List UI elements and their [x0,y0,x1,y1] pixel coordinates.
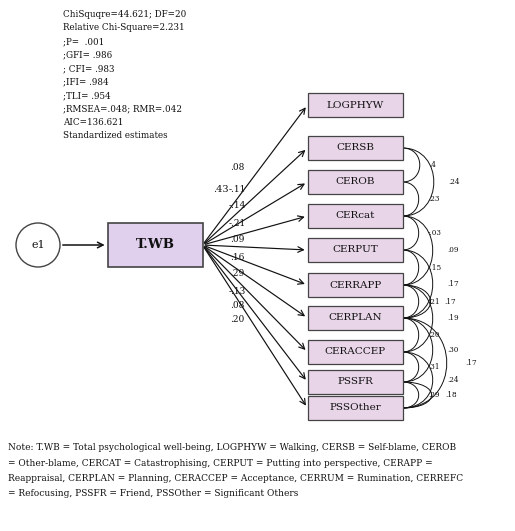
Text: .43: .43 [213,185,228,194]
Text: -.11: -.11 [228,184,246,193]
Text: ;GFI= .986: ;GFI= .986 [63,50,112,59]
Text: .16: .16 [230,253,244,262]
Text: ChiSquqre=44.621; DF=20: ChiSquqre=44.621; DF=20 [63,10,186,19]
Text: .08: .08 [230,163,244,172]
FancyBboxPatch shape [307,370,403,394]
Text: -.13: -.13 [228,287,246,295]
Text: CERPUT: CERPUT [332,245,378,254]
Text: -.03: -.03 [428,229,442,237]
Text: -.14: -.14 [228,201,246,210]
Text: CEROB: CEROB [335,177,375,186]
Text: -.15: -.15 [428,263,442,271]
Text: .30: .30 [447,346,458,354]
Text: CERPLAN: CERPLAN [328,313,382,322]
Text: .24: .24 [448,178,460,186]
FancyBboxPatch shape [307,306,403,330]
FancyBboxPatch shape [307,136,403,160]
Text: .09: .09 [230,236,244,244]
Text: ; CFI= .983: ; CFI= .983 [63,64,114,73]
FancyBboxPatch shape [307,340,403,364]
Text: CERSB: CERSB [336,143,374,152]
Text: PSSFR: PSSFR [337,378,373,387]
Text: ;RMSEA=.048; RMR=.042: ;RMSEA=.048; RMR=.042 [63,105,182,114]
FancyBboxPatch shape [307,93,403,117]
Text: -.21: -.21 [228,218,246,227]
Text: .09: .09 [447,246,458,254]
Text: .29: .29 [230,270,244,278]
Text: .20: .20 [428,331,440,339]
Text: .31: .31 [428,363,440,371]
FancyBboxPatch shape [108,223,202,267]
Text: .4: .4 [430,161,436,169]
Text: T.WB: T.WB [135,238,175,252]
Text: .23: .23 [428,195,439,203]
Text: ;TLI= .954: ;TLI= .954 [63,91,111,100]
Text: ;IFI= .984: ;IFI= .984 [63,78,109,87]
Text: CERACCEP: CERACCEP [324,347,386,356]
FancyBboxPatch shape [307,204,403,228]
Text: .24: .24 [447,376,458,384]
Text: .17: .17 [466,359,477,367]
Text: ;P=  .001: ;P= .001 [63,37,104,46]
Text: = Other-blame, CERCAT = Catastrophising, CERPUT = Putting into perspective, CERA: = Other-blame, CERCAT = Catastrophising,… [8,458,433,467]
Text: Standardized estimates: Standardized estimates [63,132,167,141]
Text: LOGPHYW: LOGPHYW [327,100,384,109]
Text: .29: .29 [428,391,440,399]
FancyBboxPatch shape [307,170,403,194]
Text: .20: .20 [230,314,244,323]
Text: CERRAPP: CERRAPP [329,280,381,289]
Text: .21: .21 [428,297,440,305]
FancyBboxPatch shape [307,238,403,262]
Text: CERcat: CERcat [335,211,375,220]
FancyBboxPatch shape [307,273,403,297]
Text: PSSOther: PSSOther [329,404,381,413]
Text: .17: .17 [444,297,456,305]
Text: .19: .19 [447,314,458,322]
Text: Reappraisal, CERPLAN = Planning, CERACCEP = Acceptance, CERRUM = Rumination, CER: Reappraisal, CERPLAN = Planning, CERACCE… [8,474,463,483]
Text: .17: .17 [447,280,458,288]
FancyBboxPatch shape [307,396,403,420]
Text: AIC=136.621: AIC=136.621 [63,118,124,127]
Circle shape [16,223,60,267]
Text: Note: T.WB = Total psychological well-being, LOGPHYW = Walking, CERSB = Self-bla: Note: T.WB = Total psychological well-be… [8,443,456,452]
Text: .18: .18 [445,391,457,399]
Text: = Refocusing, PSSFR = Friend, PSSOther = Significant Others: = Refocusing, PSSFR = Friend, PSSOther =… [8,490,298,499]
Text: .08: .08 [230,302,244,311]
Text: Relative Chi-Square=2.231: Relative Chi-Square=2.231 [63,23,184,32]
Text: e1: e1 [31,240,45,250]
